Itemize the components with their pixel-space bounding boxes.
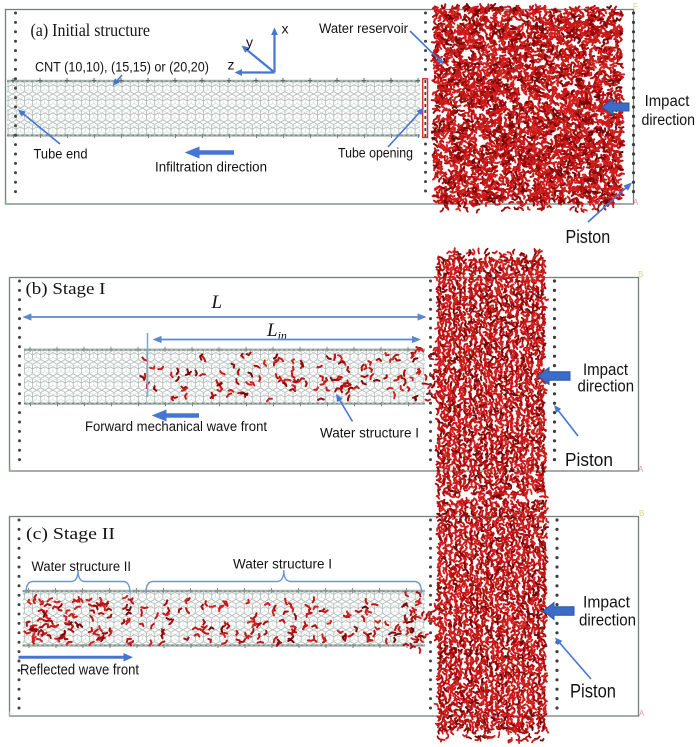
svg-text:Water structure I: Water structure I (320, 426, 419, 442)
svg-text:(a) Initial structure: (a) Initial structure (31, 20, 151, 40)
svg-text:direction: direction (579, 612, 636, 630)
svg-text:Tube opening: Tube opening (338, 146, 413, 162)
svg-text:Impact: Impact (583, 594, 630, 612)
svg-text:(b) Stage I: (b) Stage I (26, 279, 106, 298)
svg-text:L: L (211, 292, 223, 313)
svg-text:z: z (228, 57, 235, 73)
svg-text:Forward mechanical wave front: Forward mechanical wave front (85, 419, 267, 435)
svg-text:A: A (639, 709, 645, 718)
svg-text:B: B (639, 509, 644, 518)
svg-text:Piston: Piston (565, 449, 613, 470)
svg-text:y: y (246, 34, 253, 50)
svg-text:Infiltration direction: Infiltration direction (155, 159, 267, 175)
svg-text:(c) Stage II: (c) Stage II (26, 524, 115, 543)
svg-text:B: B (638, 270, 643, 279)
svg-text:Impact: Impact (583, 361, 628, 379)
svg-text:direction: direction (578, 378, 635, 396)
svg-text:Water structure II: Water structure II (32, 559, 132, 575)
svg-text:A: A (633, 198, 639, 207)
svg-text:Water structure I: Water structure I (233, 557, 332, 573)
svg-text:Reflected wave front: Reflected wave front (20, 662, 140, 679)
svg-text:CNT (10,10), (15,15) or (20,20: CNT (10,10), (15,15) or (20,20) (35, 59, 209, 75)
svg-text:Piston: Piston (570, 682, 616, 703)
svg-text:Water reservoir: Water reservoir (319, 21, 408, 37)
svg-text:Tube end: Tube end (34, 146, 88, 162)
svg-text:Impact: Impact (645, 93, 690, 110)
svg-text:Piston: Piston (566, 227, 611, 247)
svg-text:direction: direction (642, 112, 696, 129)
svg-text:F: F (633, 2, 638, 11)
svg-text:x: x (282, 21, 289, 37)
svg-text:A: A (638, 465, 644, 474)
